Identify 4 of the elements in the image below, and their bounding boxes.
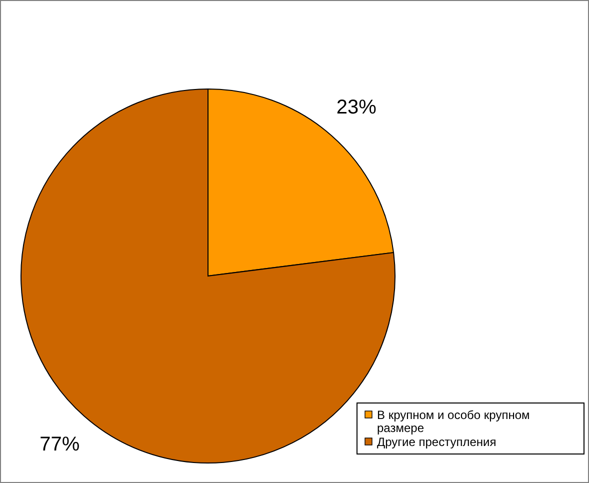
legend-label: Другие преступления xyxy=(377,435,496,449)
data-label: 77% xyxy=(40,433,80,456)
legend-label: В крупном и особо крупном размере xyxy=(377,408,530,435)
data-label: 23% xyxy=(336,96,377,119)
